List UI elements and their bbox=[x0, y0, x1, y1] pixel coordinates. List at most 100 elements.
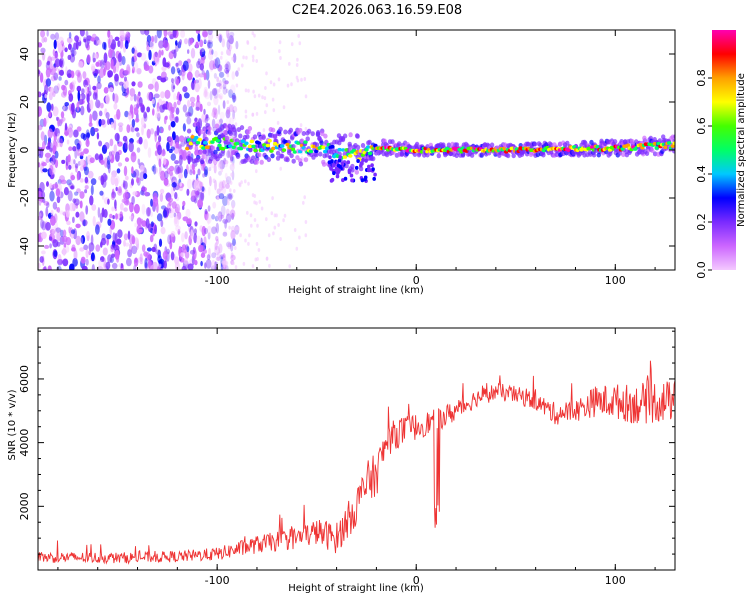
spectrogram-noise-cell bbox=[107, 163, 111, 174]
spectrogram-signal-cell bbox=[504, 152, 509, 158]
spectrogram-noise-cell bbox=[124, 139, 128, 150]
spectrogram-signal-cell bbox=[253, 148, 258, 153]
spectrogram-noise-cell bbox=[242, 261, 246, 266]
spectrogram-noise-cell bbox=[229, 188, 232, 193]
spectrogram-noise-cell bbox=[59, 57, 65, 69]
spectrogram-noise-cell bbox=[146, 34, 152, 43]
spectrogram-noise-cell bbox=[83, 148, 89, 155]
spectrogram-noise-cell bbox=[211, 226, 217, 235]
spectrogram-noise-cell bbox=[209, 90, 213, 101]
spectrogram-signal-cell bbox=[197, 137, 202, 142]
spectrogram-noise-cell bbox=[197, 33, 201, 42]
spectrogram-noise-cell bbox=[99, 59, 105, 69]
spectrogram-noise-cell bbox=[166, 141, 170, 152]
spectrogram-noise-cell bbox=[41, 51, 46, 61]
spectrogram-noise-cell bbox=[199, 181, 204, 188]
spectrogram-noise-cell bbox=[222, 83, 227, 90]
spectrogram-noise-cell bbox=[40, 219, 45, 229]
spectrogram-noise-cell bbox=[178, 145, 182, 154]
spectrogram-noise-cell bbox=[143, 251, 148, 257]
spectrogram-noise-cell bbox=[91, 204, 97, 211]
spectrogram-noise-cell bbox=[92, 57, 96, 63]
spectrogram-noise-cell bbox=[152, 164, 157, 175]
spectrogram-noise-cell bbox=[69, 263, 75, 270]
spectrogram-noise-cell bbox=[162, 209, 168, 218]
spectrogram-noise-cell bbox=[155, 55, 160, 63]
spectrogram-noise-cell bbox=[272, 82, 276, 87]
spectrogram-noise-cell bbox=[70, 174, 76, 181]
spectrogram-noise-cell bbox=[49, 243, 52, 249]
spectrogram-noise-cell bbox=[101, 144, 108, 154]
spectrogram-noise-cell bbox=[73, 198, 80, 206]
spectrogram-noise-cell bbox=[88, 84, 91, 93]
spectrogram-signal-cell bbox=[238, 133, 243, 139]
spectrogram-signal-cell bbox=[348, 154, 353, 158]
spectrogram-signal-cell bbox=[670, 144, 675, 148]
spectrogram-noise-cell bbox=[223, 80, 230, 85]
spectrogram-noise-cell bbox=[81, 219, 88, 227]
spectrogram-noise-cell bbox=[48, 236, 53, 241]
spectrogram-noise-cell bbox=[202, 173, 206, 178]
spectrogram-noise-cell bbox=[195, 30, 201, 34]
spectrogram-noise-cell bbox=[144, 30, 150, 36]
spectrogram-noise-cell bbox=[66, 37, 73, 44]
spectrogram-signal-cell bbox=[211, 145, 216, 151]
spectrogram-noise-cell bbox=[223, 180, 226, 185]
spectrogram-noise-cell bbox=[232, 238, 236, 247]
spectrogram-noise-cell bbox=[251, 193, 255, 198]
spectrogram-noise-cell bbox=[146, 128, 151, 139]
spectrogram-noise-cell bbox=[124, 157, 130, 162]
spectrogram-noise-cell bbox=[194, 259, 198, 266]
spectrogram-noise-cell bbox=[182, 60, 189, 72]
spectrogram-noise-cell bbox=[46, 202, 50, 208]
spectrogram-noise-cell bbox=[116, 238, 122, 245]
spectrogram-noise-cell bbox=[139, 253, 143, 262]
spectrogram-noise-cell bbox=[265, 71, 268, 76]
spectrogram-noise-cell bbox=[62, 104, 66, 111]
spectrogram-noise-cell bbox=[225, 241, 232, 248]
spectrogram-signal-cell bbox=[201, 146, 206, 150]
spectrogram-noise-cell bbox=[170, 146, 175, 151]
spectrogram-noise-cell bbox=[271, 196, 274, 201]
spectrogram-noise-cell bbox=[140, 52, 147, 61]
spectrogram-noise-cell bbox=[212, 107, 218, 116]
spectrogram-noise-cell bbox=[219, 159, 226, 170]
spectrogram-noise-cell bbox=[224, 179, 230, 185]
spectrogram-signal-cell bbox=[259, 159, 264, 165]
spectrogram-signal-cell bbox=[292, 150, 297, 154]
spectrogram-noise-cell bbox=[121, 32, 126, 38]
spectrogram-noise-cell bbox=[129, 243, 133, 252]
spectrogram-noise-cell bbox=[286, 83, 290, 88]
spectrogram-noise-cell bbox=[39, 72, 44, 83]
spectrogram-noise-cell bbox=[119, 202, 124, 211]
spectrogram-noise-cell bbox=[117, 141, 123, 147]
spectrogram-noise-cell bbox=[172, 30, 177, 38]
spectrogram-noise-cell bbox=[277, 77, 281, 82]
spectrogram-noise-cell bbox=[107, 218, 112, 226]
spectrogram-noise-cell bbox=[156, 75, 162, 80]
spectrogram-noise-cell bbox=[180, 30, 186, 38]
spectrogram-noise-cell bbox=[211, 112, 215, 117]
spectrogram-signal-cell bbox=[354, 169, 359, 175]
spectrogram-signal-cell bbox=[629, 138, 635, 144]
spectrogram-noise-cell bbox=[86, 231, 90, 241]
spectrogram-noise-cell bbox=[214, 245, 221, 256]
spectrogram-signal-cell bbox=[361, 158, 365, 162]
spectrogram-noise-cell bbox=[197, 168, 201, 176]
spectrogram-noise-cell bbox=[220, 85, 223, 90]
spectrogram-signal-cell bbox=[642, 135, 647, 141]
spectrogram-noise-cell bbox=[203, 249, 207, 254]
spectrogram-noise-cell bbox=[127, 249, 132, 258]
spectrogram-noise-cell bbox=[154, 224, 158, 235]
spectrogram-noise-cell bbox=[48, 110, 52, 118]
spectrogram-noise-cell bbox=[143, 139, 148, 150]
spectrogram-noise-cell bbox=[71, 80, 77, 86]
spectrogram-signal-cell bbox=[314, 149, 319, 153]
spectrogram-noise-cell bbox=[86, 95, 89, 102]
spectrogram-noise-cell bbox=[218, 180, 224, 189]
spectrogram-noise-cell bbox=[229, 156, 234, 162]
spectrogram-noise-cell bbox=[147, 207, 151, 217]
spectrogram-noise-cell bbox=[196, 94, 200, 103]
spectrogram-noise-cell bbox=[293, 228, 297, 232]
spectrogram-noise-cell bbox=[226, 39, 231, 50]
